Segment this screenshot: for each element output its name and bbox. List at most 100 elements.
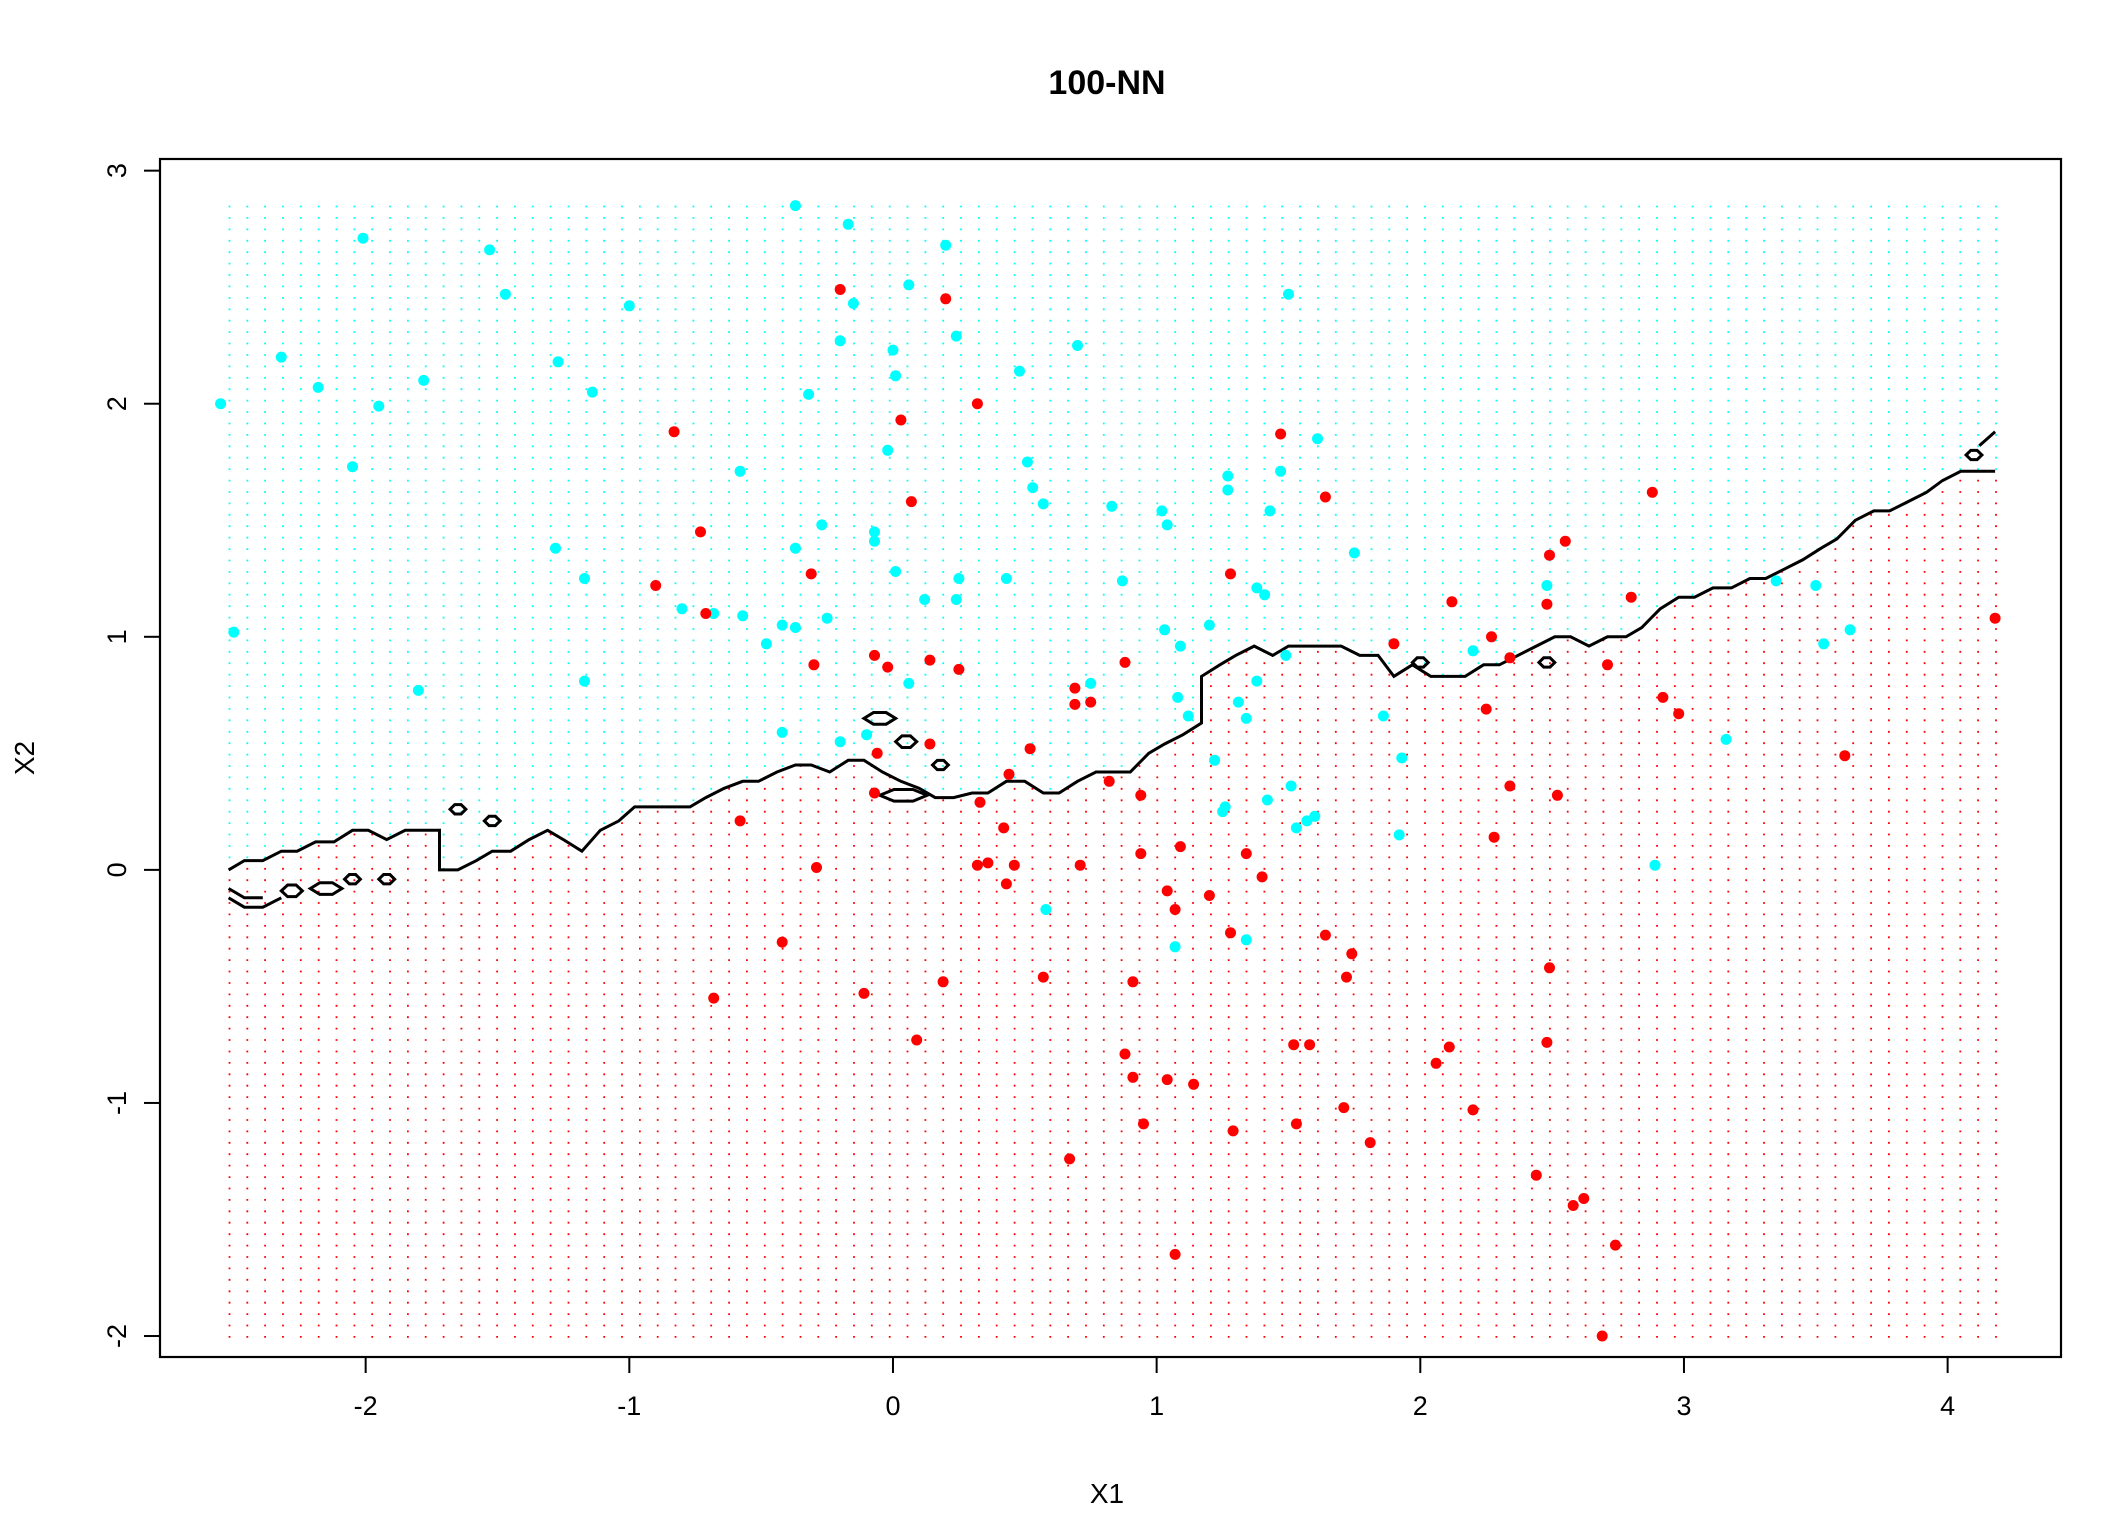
data-point xyxy=(1209,754,1221,766)
y-axis: -2 -1 0 1 2 3 xyxy=(102,163,161,1348)
data-point xyxy=(1174,640,1186,652)
data-point xyxy=(1174,841,1186,853)
data-point xyxy=(1188,1078,1200,1090)
x-tick-label: 0 xyxy=(885,1391,900,1421)
boundary-island xyxy=(861,711,899,726)
training-points xyxy=(215,200,2001,1342)
data-point xyxy=(1393,829,1405,841)
data-point xyxy=(1657,691,1669,703)
data-point xyxy=(1625,591,1637,603)
data-point xyxy=(905,496,917,508)
data-point xyxy=(1159,624,1171,636)
data-point xyxy=(1396,752,1408,764)
data-point xyxy=(1074,859,1086,871)
data-point xyxy=(1259,589,1271,601)
data-point xyxy=(579,573,590,584)
data-point xyxy=(834,284,846,295)
data-point xyxy=(903,279,915,291)
x-tick-label: 4 xyxy=(1940,1391,1955,1421)
data-point xyxy=(737,610,749,622)
data-point xyxy=(275,351,287,363)
data-point xyxy=(776,726,788,738)
data-point xyxy=(1290,822,1302,834)
data-point xyxy=(805,568,817,580)
data-point xyxy=(1225,927,1236,939)
data-point xyxy=(1222,484,1234,496)
data-point xyxy=(1256,871,1268,883)
data-point xyxy=(1106,500,1118,512)
data-point xyxy=(552,356,564,368)
data-point xyxy=(1161,1074,1173,1086)
data-point xyxy=(869,787,880,799)
boundary-island xyxy=(376,873,397,886)
data-point xyxy=(937,976,949,988)
data-point xyxy=(953,573,965,584)
data-point xyxy=(1810,580,1822,591)
data-point xyxy=(1161,885,1173,897)
x-axis-label: X1 xyxy=(1090,1478,1124,1509)
data-point xyxy=(1541,598,1553,610)
boundary-island xyxy=(482,814,503,828)
data-point xyxy=(882,444,894,456)
data-point xyxy=(650,580,662,591)
data-point xyxy=(1348,547,1360,559)
data-point xyxy=(789,200,801,212)
data-point xyxy=(1551,789,1563,801)
data-point xyxy=(1135,848,1147,860)
data-point xyxy=(998,822,1010,834)
data-point xyxy=(1251,675,1263,687)
data-point xyxy=(924,654,936,666)
data-point xyxy=(734,815,746,827)
data-point xyxy=(1232,696,1244,708)
data-point xyxy=(1161,519,1173,531)
data-point xyxy=(1138,1118,1149,1130)
data-point xyxy=(1085,696,1097,708)
data-point xyxy=(858,987,870,999)
data-point xyxy=(1127,976,1139,988)
x-tick-label: 1 xyxy=(1149,1391,1164,1421)
data-point xyxy=(1203,890,1215,901)
data-point xyxy=(821,612,833,624)
y-tick-label: 0 xyxy=(102,862,132,877)
data-point xyxy=(1008,859,1020,871)
data-point xyxy=(1169,941,1181,953)
data-point xyxy=(1182,710,1194,722)
boundary-island xyxy=(447,803,468,816)
data-point xyxy=(1275,465,1287,477)
data-point xyxy=(1021,456,1033,468)
data-point xyxy=(1225,568,1236,580)
data-point xyxy=(789,622,801,633)
data-point xyxy=(1014,365,1025,377)
data-point xyxy=(228,626,240,638)
data-point xyxy=(1169,1248,1181,1260)
data-point xyxy=(1280,649,1292,661)
data-point xyxy=(834,736,846,748)
data-point xyxy=(1037,971,1049,983)
data-point xyxy=(1488,831,1500,843)
data-point xyxy=(1388,638,1400,650)
data-point xyxy=(811,862,822,873)
data-point xyxy=(1673,708,1685,720)
data-point xyxy=(1037,498,1049,510)
x-tick-label: -2 xyxy=(354,1391,378,1421)
data-point xyxy=(1288,1039,1300,1051)
data-point xyxy=(1119,1048,1131,1060)
data-point xyxy=(1085,677,1097,689)
data-point xyxy=(1285,780,1297,792)
boundary-island xyxy=(307,881,345,896)
data-point xyxy=(623,300,635,312)
data-point xyxy=(808,659,820,671)
data-point xyxy=(1116,575,1128,587)
data-point xyxy=(882,661,894,673)
data-point xyxy=(861,729,873,741)
data-point xyxy=(776,936,788,948)
data-point xyxy=(890,566,902,577)
data-point xyxy=(940,293,952,305)
data-point xyxy=(1119,656,1131,668)
data-point xyxy=(1541,580,1553,591)
data-point xyxy=(869,649,880,661)
data-point xyxy=(1544,962,1555,974)
data-point xyxy=(734,465,746,477)
